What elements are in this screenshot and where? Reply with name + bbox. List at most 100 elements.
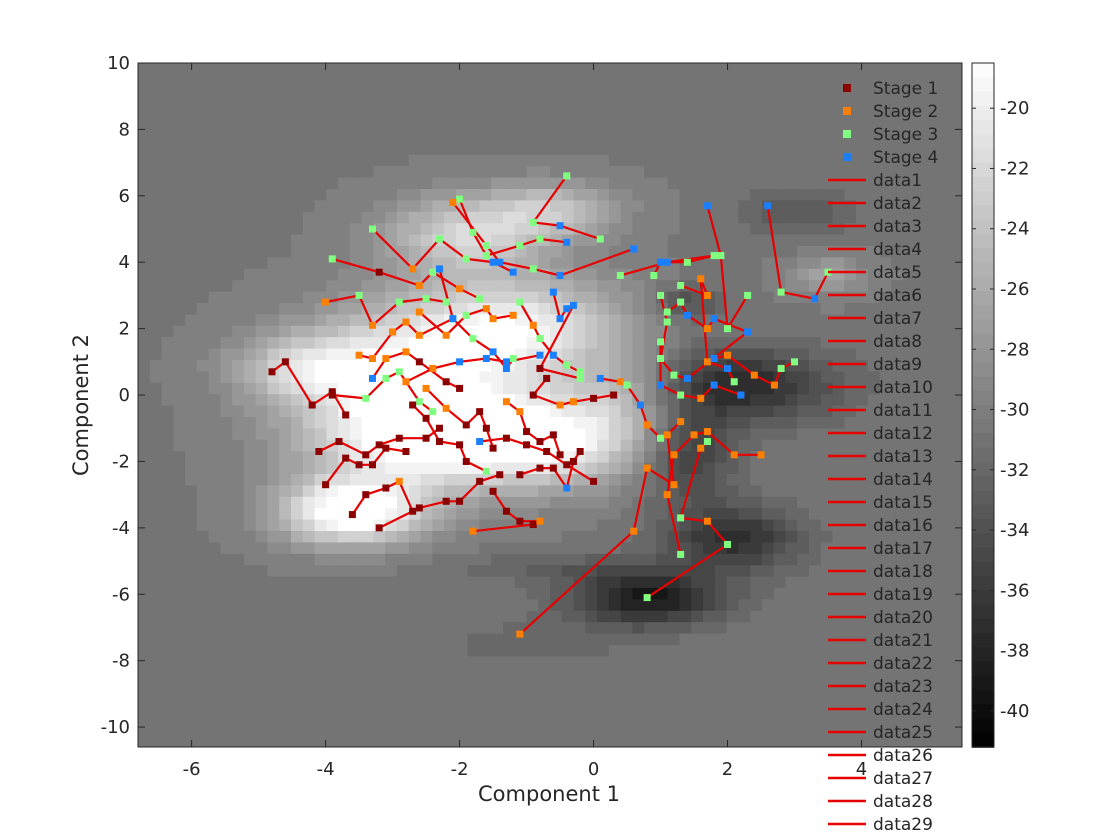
density-cell [385,507,398,520]
density-cell [326,131,339,144]
density-cell [314,336,327,349]
stage-2-marker [703,517,711,525]
density-cell [844,325,857,338]
density-cell [208,587,221,600]
density-cell [373,690,386,702]
density-cell [149,74,163,87]
density-cell [279,439,292,452]
density-cell [808,348,822,360]
density-cell [867,416,881,429]
density-cell [455,507,469,520]
density-cell [220,302,233,315]
density-cell [161,712,174,725]
density-cell [667,667,681,680]
density-cell [361,245,375,258]
density-cell [338,108,351,121]
density-cell [938,405,951,417]
density-cell [338,667,351,680]
density-cell [291,291,304,303]
density-cell [196,690,210,702]
stage-1-marker [549,431,557,439]
density-cell [314,154,327,167]
density-cell [938,211,951,224]
density-cell [832,74,845,87]
density-cell [444,587,457,600]
density-cell [420,199,433,212]
stage-1-marker [556,451,564,459]
density-cell [220,108,233,121]
density-cell [255,291,269,303]
density-cell [632,655,645,668]
density-cell [208,74,221,87]
density-cell [279,598,292,611]
density-cell [208,142,221,155]
density-cell [738,199,751,212]
density-cell [667,97,681,110]
density-cell [208,199,221,212]
density-cell [396,690,410,702]
density-cell [597,644,610,657]
density-cell [820,530,834,543]
density-cell [208,279,221,292]
density-cell [856,735,869,747]
colorbar-tick-label: -24 [1000,219,1029,240]
colorbar-band [972,547,994,563]
density-cell [373,120,386,132]
density-cell [243,541,257,554]
density-cell [338,633,351,645]
density-cell [455,142,469,155]
density-cell [408,188,422,201]
density-cell [255,484,269,497]
density-cell [914,165,928,178]
density-cell [714,131,728,144]
density-cell [608,222,622,235]
density-cell [879,131,892,144]
density-cell [891,735,904,747]
density-cell [808,177,822,189]
density-cell [561,519,575,531]
density-cell [279,97,292,110]
density-cell [149,279,163,292]
density-cell [585,701,598,714]
density-cell [620,507,633,520]
density-cell [326,165,339,178]
density-cell [326,655,339,668]
density-cell [326,621,339,634]
density-cell [761,393,775,406]
density-cell [514,382,528,395]
density-cell [750,199,763,212]
stage-1-marker [482,424,490,432]
density-cell [820,712,834,725]
density-cell [349,405,363,417]
density-cell [361,97,375,110]
density-cell [679,154,692,167]
density-cell [585,268,598,281]
density-cell [408,120,422,132]
density-cell [302,63,316,75]
density-cell [856,313,869,326]
density-cell [502,188,516,201]
density-cell [750,462,763,474]
density-cell [856,302,869,315]
density-cell [550,108,563,121]
density-cell [208,484,221,497]
density-cell [291,359,304,372]
density-cell [267,667,280,680]
density-cell [950,598,962,611]
density-cell [761,131,775,144]
density-cell [420,348,433,360]
density-cell [703,279,716,292]
stage-4-marker [556,222,564,230]
density-cell [138,587,151,600]
density-cell [761,587,775,600]
density-cell [420,120,433,132]
density-cell [761,530,775,543]
density-cell [879,553,892,566]
density-cell [373,496,386,509]
density-cell [914,142,928,155]
density-cell [914,439,928,452]
density-cell [196,393,210,406]
density-cell [444,462,457,474]
density-cell [149,712,163,725]
density-cell [585,131,598,144]
